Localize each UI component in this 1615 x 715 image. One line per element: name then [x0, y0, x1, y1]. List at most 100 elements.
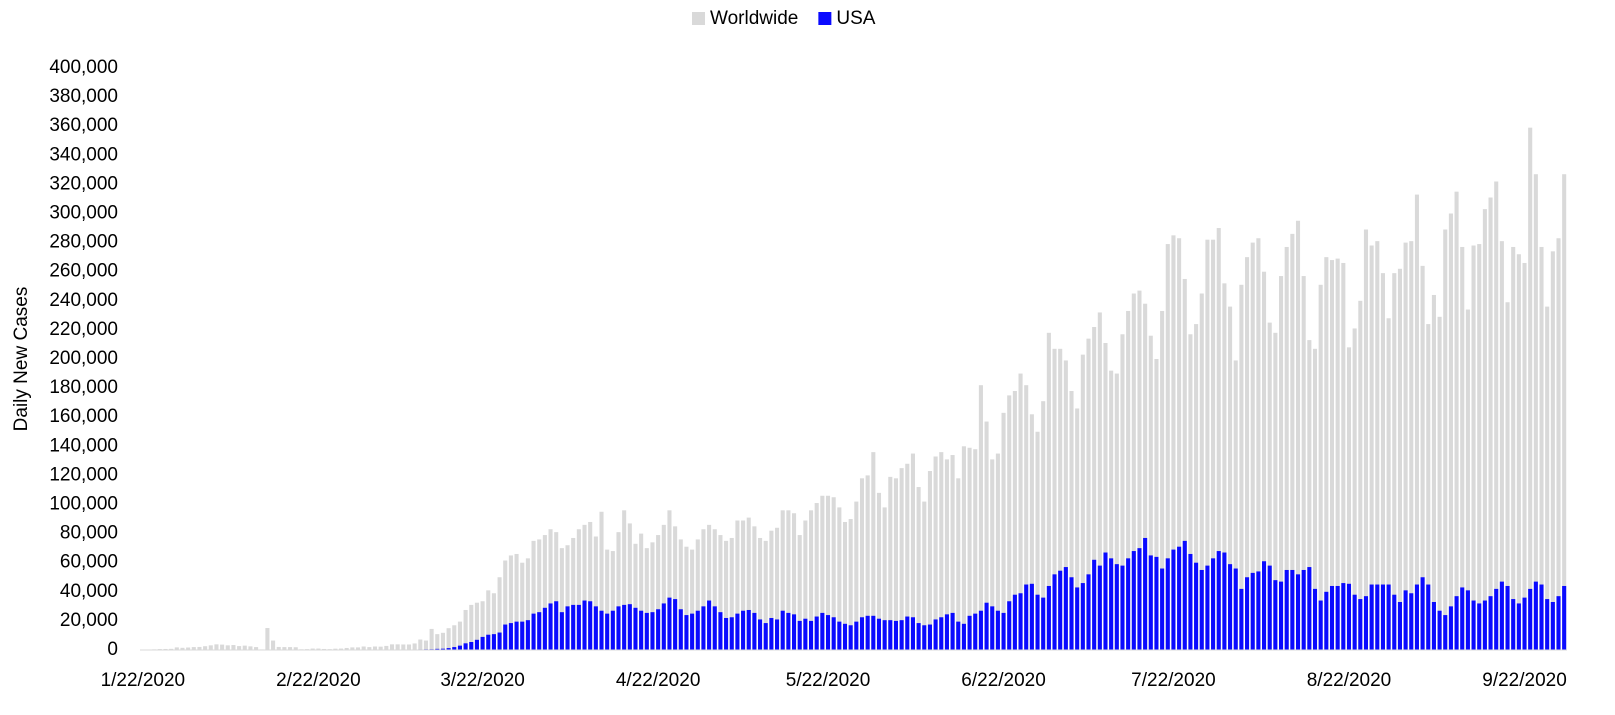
bar — [503, 560, 508, 650]
bar — [712, 606, 717, 650]
bar — [1262, 561, 1267, 650]
bar — [1086, 338, 1091, 650]
bar — [469, 641, 474, 650]
bar — [367, 647, 372, 650]
bar — [1516, 254, 1521, 651]
bar — [1154, 556, 1159, 650]
bar — [242, 645, 247, 650]
bar — [254, 647, 259, 650]
bar — [1046, 332, 1051, 650]
bar — [1409, 593, 1414, 650]
bar — [746, 517, 751, 650]
bar — [588, 601, 593, 650]
bar — [1029, 583, 1034, 650]
bar — [1267, 322, 1272, 650]
bar — [321, 648, 327, 650]
bar — [1290, 569, 1295, 650]
bar — [712, 529, 717, 650]
bar — [1335, 258, 1340, 650]
bar — [1324, 257, 1329, 650]
bar — [1103, 342, 1108, 650]
bar — [1126, 310, 1131, 650]
bar — [922, 501, 927, 650]
x-tick-label: 2/22/2020 — [276, 670, 361, 691]
bar — [1528, 127, 1533, 650]
bar — [338, 648, 344, 650]
bar — [627, 604, 632, 650]
bar — [1188, 334, 1193, 650]
bar — [667, 597, 672, 650]
bar — [469, 604, 474, 650]
bar — [735, 520, 740, 650]
bar — [1562, 174, 1567, 650]
bar — [978, 610, 983, 650]
bar — [995, 610, 1000, 650]
bar — [995, 453, 1000, 650]
bar — [418, 639, 423, 650]
bar — [1256, 238, 1261, 651]
y-tick-label: 140,000 — [49, 435, 118, 456]
bar — [1426, 584, 1431, 650]
bar — [378, 646, 383, 650]
bar — [871, 615, 876, 650]
bar — [814, 503, 819, 650]
bar — [1041, 597, 1046, 650]
bar — [163, 648, 168, 650]
bar — [707, 524, 712, 650]
bar — [893, 620, 899, 650]
bar — [1437, 610, 1442, 650]
bar — [718, 612, 723, 650]
bar — [848, 519, 853, 650]
bar — [440, 648, 445, 650]
bar — [1131, 551, 1136, 650]
bar — [1312, 348, 1318, 650]
x-tick-label: 7/22/2020 — [1131, 670, 1216, 691]
bar — [1137, 290, 1142, 650]
bar — [1522, 597, 1527, 650]
bar — [1420, 265, 1425, 650]
bar — [463, 643, 468, 650]
bar — [1471, 245, 1476, 650]
bar — [1148, 555, 1153, 650]
bar — [576, 604, 581, 650]
bar — [673, 526, 678, 650]
bar — [542, 535, 547, 650]
bar — [1222, 283, 1227, 650]
bar — [1505, 585, 1510, 650]
bar — [395, 644, 400, 650]
y-tick-label: 160,000 — [49, 406, 118, 427]
bar — [865, 475, 870, 650]
y-tick-label: 380,000 — [49, 86, 118, 107]
bar — [372, 646, 378, 650]
bar — [1375, 584, 1380, 650]
x-tick-label: 6/22/2020 — [961, 670, 1046, 691]
legend-label: Worldwide — [710, 8, 798, 29]
bar — [503, 624, 508, 650]
bar — [1477, 603, 1482, 650]
bar — [1414, 584, 1419, 650]
bar — [701, 606, 706, 650]
bar — [933, 619, 938, 650]
bar — [956, 478, 961, 650]
bar — [1426, 324, 1431, 650]
x-tick-label: 8/22/2020 — [1307, 670, 1392, 691]
bar — [463, 609, 468, 650]
bar — [735, 613, 740, 650]
bar — [961, 446, 966, 650]
bar — [933, 456, 938, 650]
bar — [480, 601, 485, 650]
y-tick-label: 0 — [107, 639, 118, 660]
bar — [1516, 603, 1521, 650]
bar — [758, 619, 763, 650]
y-tick-label: 100,000 — [49, 494, 118, 515]
bar — [1273, 580, 1278, 650]
bar — [537, 539, 542, 650]
bar — [1352, 328, 1357, 650]
bar — [1233, 568, 1238, 650]
bar — [695, 539, 700, 650]
bar — [820, 495, 825, 650]
bar — [525, 558, 530, 650]
bar — [1001, 612, 1006, 650]
bar — [1414, 194, 1419, 650]
bar — [565, 606, 570, 650]
